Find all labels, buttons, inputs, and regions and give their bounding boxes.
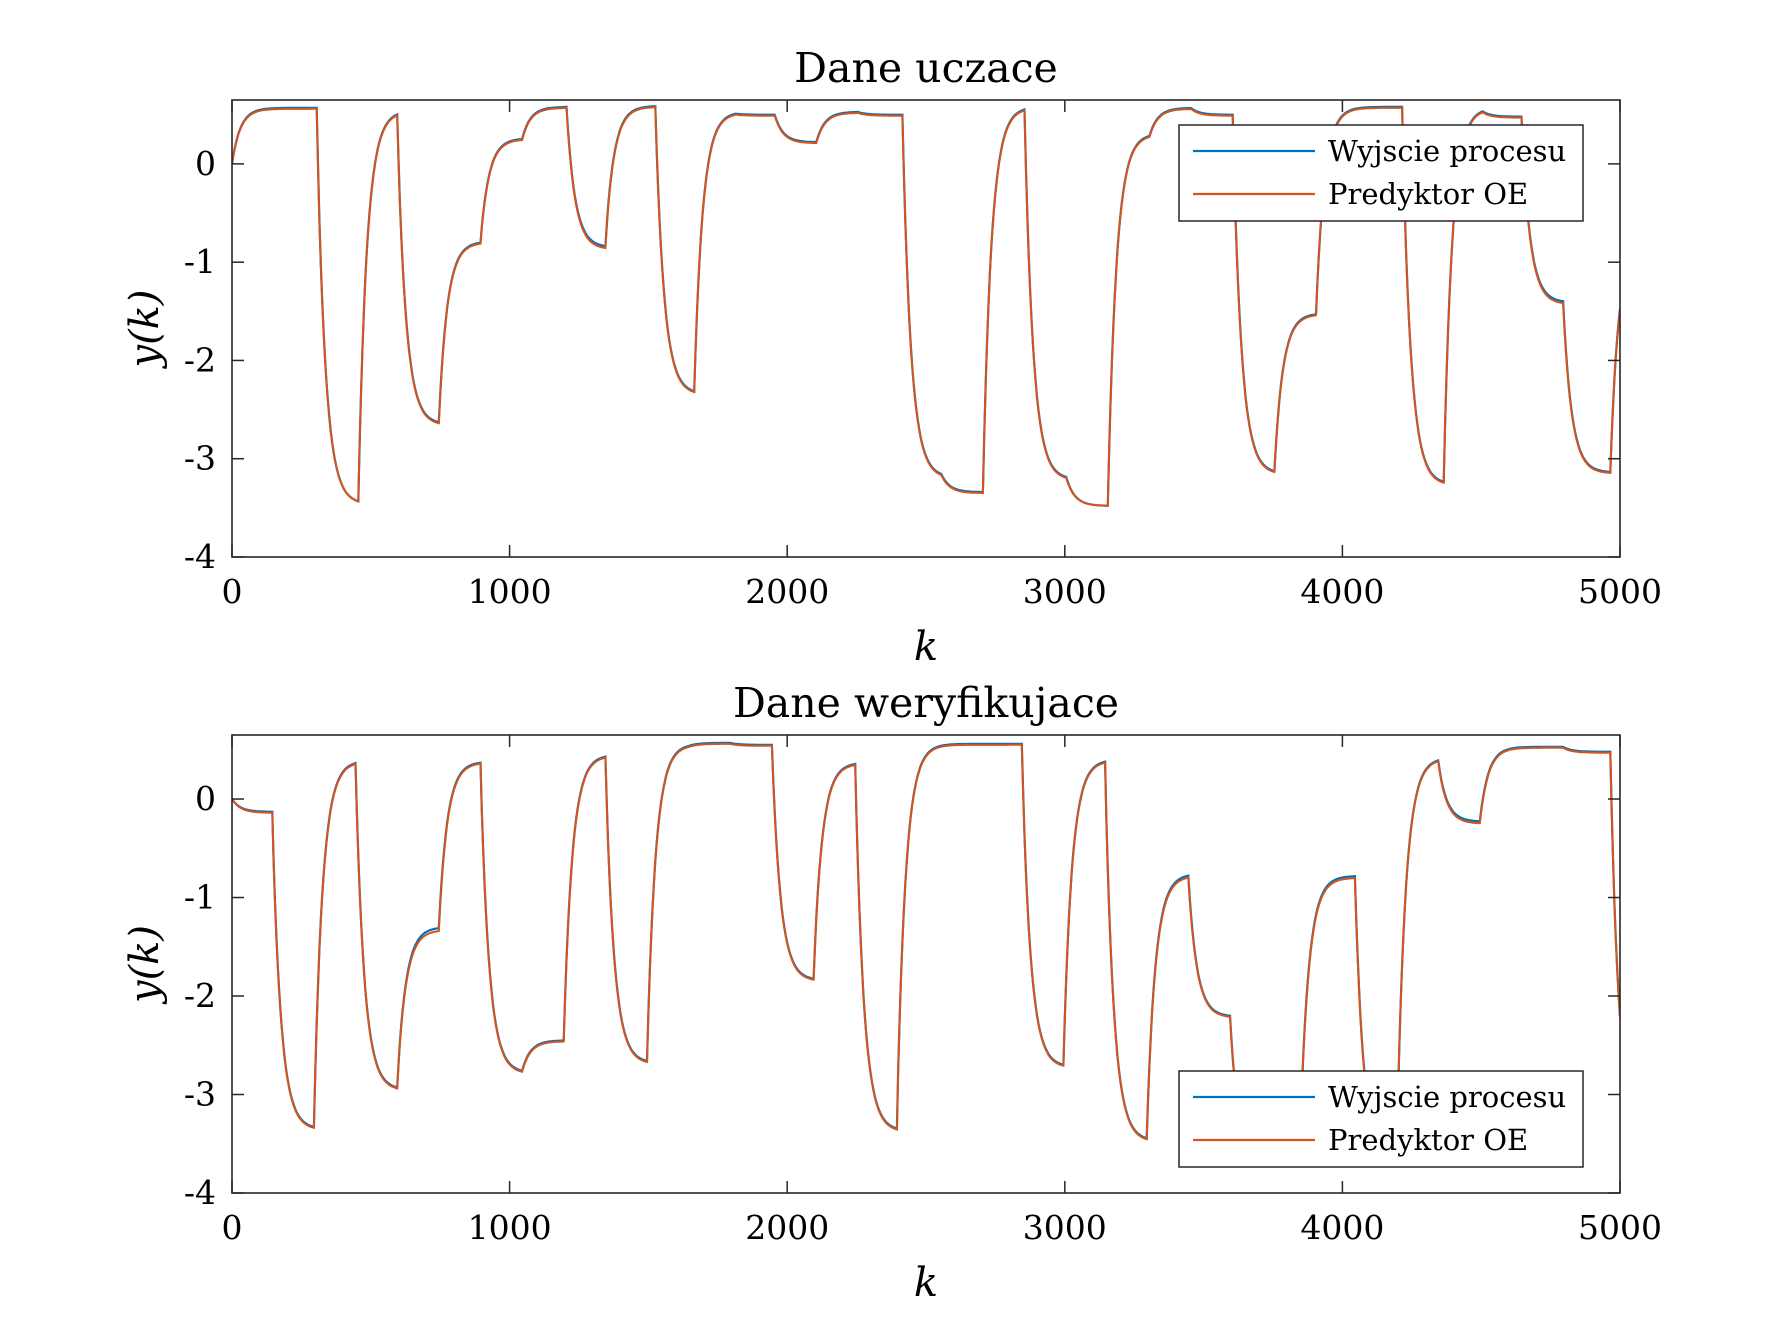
x-tick-label: 4000 [1300, 572, 1384, 611]
y-axis-label: y(k) [122, 289, 168, 369]
legend-label: Predyktor OE [1328, 177, 1528, 211]
x-tick-label: 2000 [745, 1208, 829, 1247]
x-tick-label: 3000 [1023, 572, 1107, 611]
y-tick-label: -2 [184, 340, 216, 379]
y-tick-label: -1 [184, 878, 216, 917]
y-tick-label: -1 [184, 242, 216, 281]
axes-box [231, 99, 1621, 558]
legend-box [1178, 124, 1584, 222]
chart-panel-2: 0 1000 2000 3000 4000 5000 0 -1 -2 -3 -4 Dane weryf… [122, 679, 1662, 1306]
y-tick-label: -4 [184, 537, 216, 576]
y-tick-label: -3 [184, 439, 216, 478]
x-tick-label: 0 [222, 572, 243, 611]
y-tick-label: 0 [195, 779, 216, 818]
y-tick-label: -2 [184, 976, 216, 1015]
x-axis-label: k [914, 624, 938, 670]
x-tick-label: 2000 [745, 572, 829, 611]
chart-panel-1: 0 1000 2000 3000 4000 5000 0 -1 -2 -3 -4 Dane uczac… [122, 44, 1662, 670]
x-tick-label: 0 [222, 1208, 243, 1247]
legend: Wyjscie procesu Predyktor OE [1178, 124, 1584, 222]
series-line-predictor [232, 106, 1620, 507]
x-tick-label: 5000 [1578, 1208, 1662, 1247]
x-tick-label: 4000 [1300, 1208, 1384, 1247]
chart-title: Dane weryfikujace [733, 679, 1119, 727]
x-tick-label: 1000 [468, 572, 552, 611]
legend-label: Wyjscie procesu [1328, 1080, 1566, 1114]
x-axis-label: k [914, 1260, 938, 1306]
x-tick-label: 3000 [1023, 1208, 1107, 1247]
y-tick-label: -3 [184, 1075, 216, 1114]
legend: Wyjscie procesu Predyktor OE [1178, 1070, 1584, 1168]
y-tick-label: 0 [195, 144, 216, 183]
legend-label: Predyktor OE [1328, 1123, 1528, 1157]
y-tick-label: -4 [184, 1173, 216, 1212]
x-tick-label: 1000 [468, 1208, 552, 1247]
y-axis-label: y(k) [122, 925, 168, 1005]
axes-box [231, 734, 1621, 1194]
chart-title: Dane uczace [794, 44, 1058, 92]
legend-label: Wyjscie procesu [1328, 134, 1566, 168]
legend-box [1178, 1070, 1584, 1168]
x-tick-label: 5000 [1578, 572, 1662, 611]
